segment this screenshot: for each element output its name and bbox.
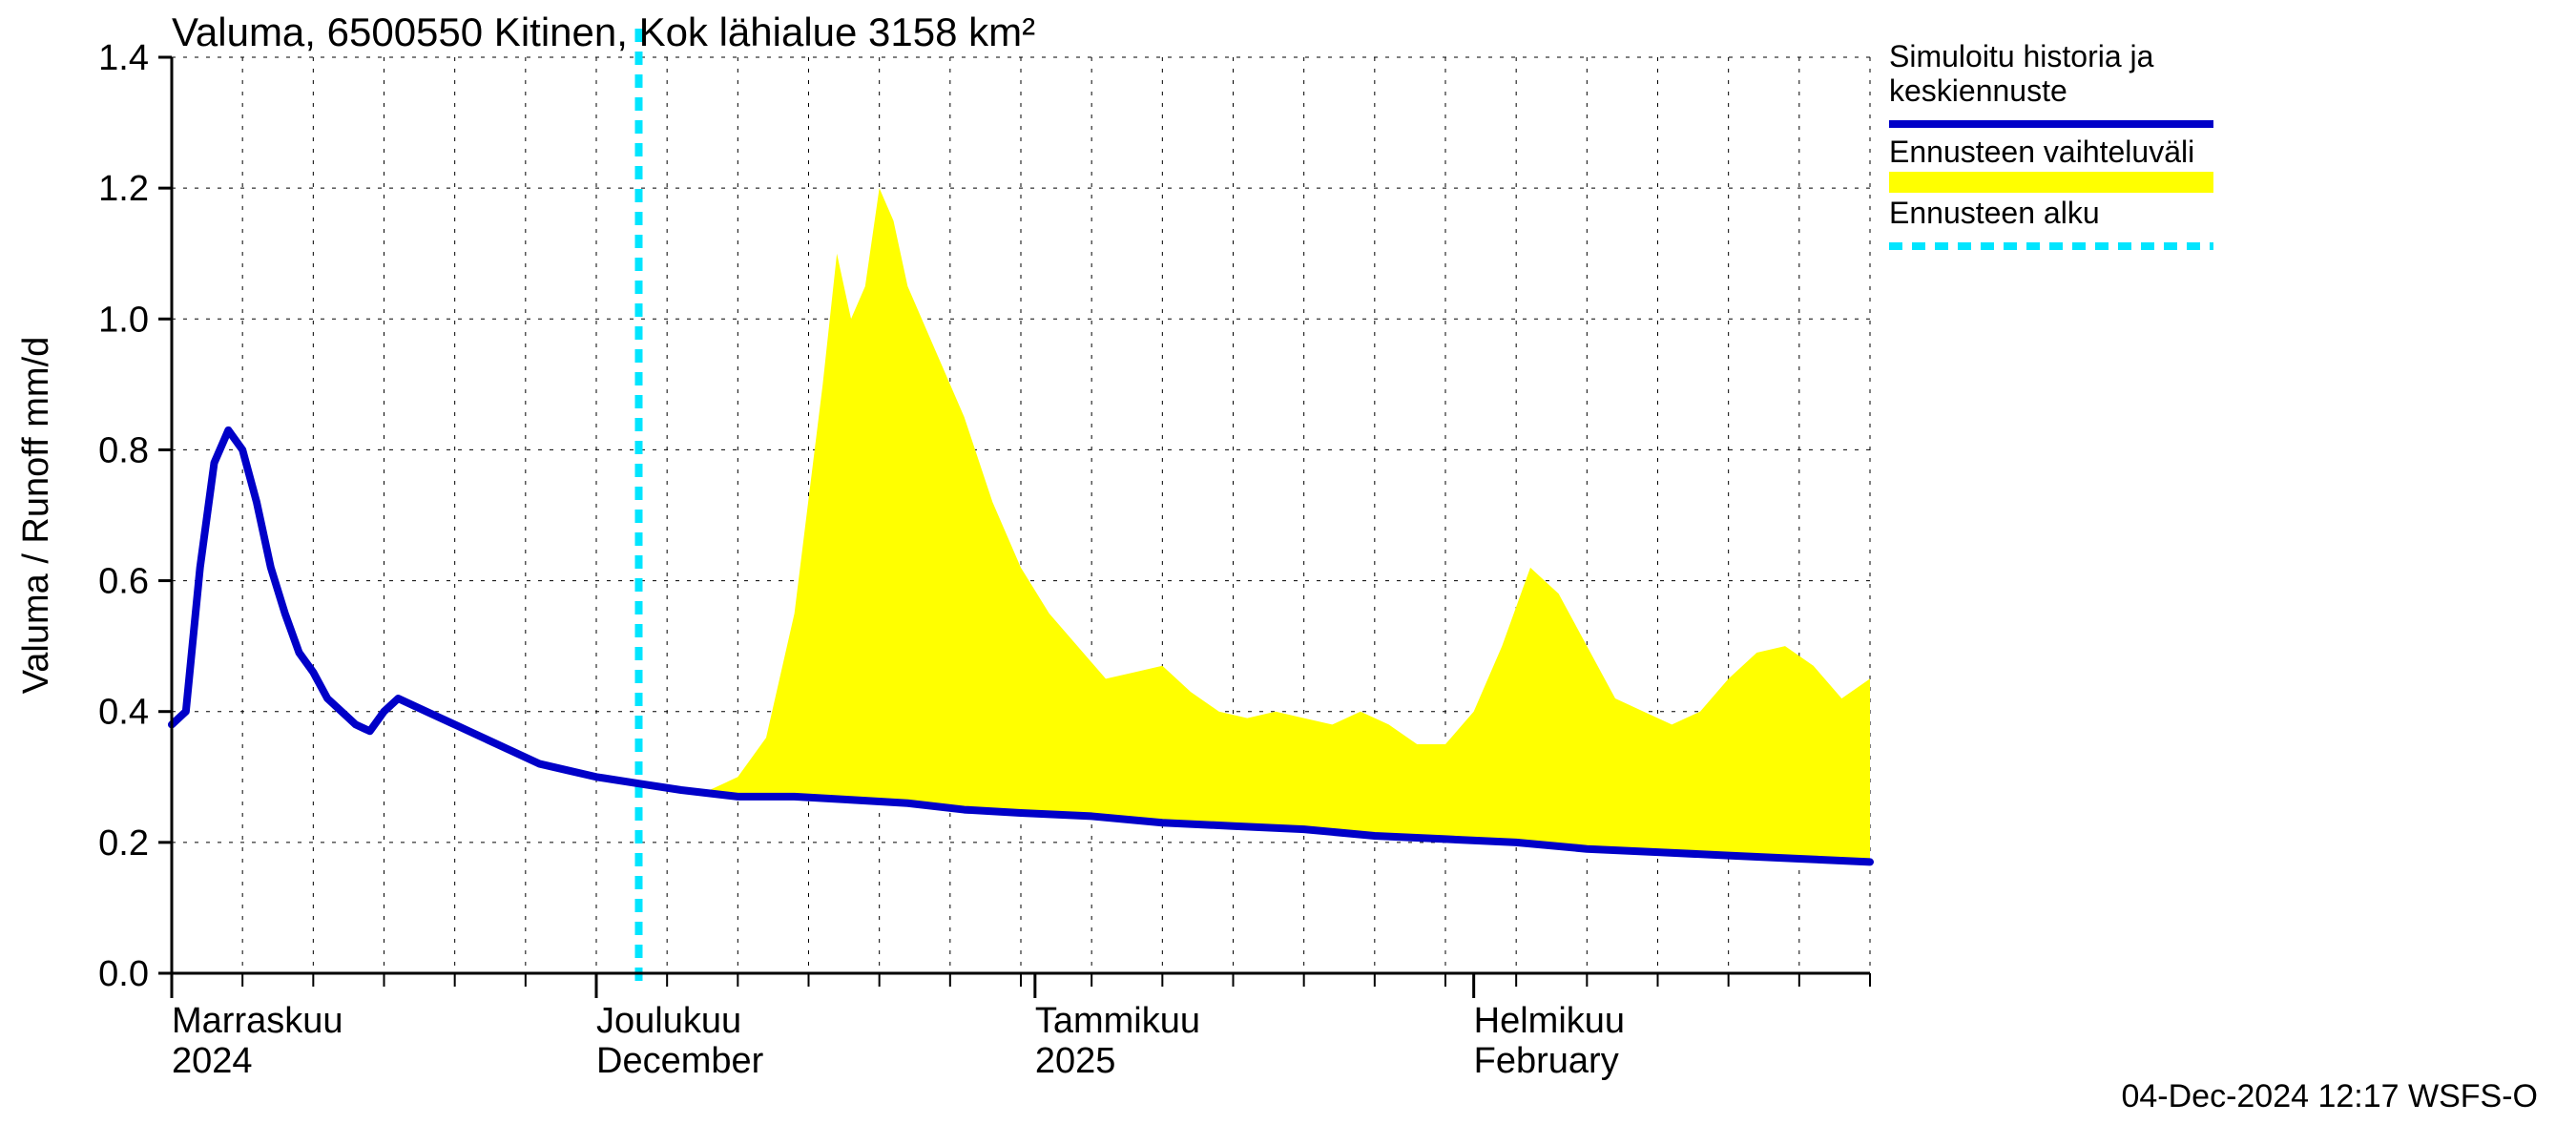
- svg-text:0.2: 0.2: [98, 823, 149, 864]
- svg-text:0.4: 0.4: [98, 693, 149, 733]
- x-month-label: Tammikuu: [1035, 1001, 1200, 1041]
- x-month-sublabel: December: [596, 1041, 764, 1081]
- svg-text:1.4: 1.4: [98, 38, 149, 78]
- legend-swatch: [1889, 172, 2213, 193]
- legend-label: keskiennuste: [1889, 73, 2067, 108]
- chart-title: Valuma, 6500550 Kitinen, Kok lähialue 31…: [172, 10, 1035, 54]
- runoff-chart: 0.0 0.2 0.4 0.6 0.8 1.0 1.2 1.4 Marraskuu2024 Jou…: [0, 0, 2576, 1145]
- svg-text:0.8: 0.8: [98, 430, 149, 470]
- x-month-label: Helmikuu: [1474, 1001, 1625, 1041]
- x-month-label: Marraskuu: [172, 1001, 343, 1041]
- svg-text:0.6: 0.6: [98, 562, 149, 602]
- legend-label: Simuloitu historia ja: [1889, 39, 2154, 73]
- y-axis-label: Valuma / Runoff mm/d: [16, 337, 56, 695]
- chart-canvas: 0.0 0.2 0.4 0.6 0.8 1.0 1.2 1.4 Marraskuu2024 Jou…: [0, 0, 2576, 1145]
- x-month-sublabel: 2025: [1035, 1041, 1116, 1081]
- legend-label: Ennusteen alku: [1889, 196, 2100, 230]
- x-month-label: Joulukuu: [596, 1001, 741, 1041]
- x-month-sublabel: February: [1474, 1041, 1619, 1081]
- svg-text:1.2: 1.2: [98, 169, 149, 209]
- svg-text:1.0: 1.0: [98, 300, 149, 340]
- x-month-sublabel: 2024: [172, 1041, 253, 1081]
- chart-footer: 04-Dec-2024 12:17 WSFS-O: [2121, 1078, 2538, 1114]
- svg-text:0.0: 0.0: [98, 954, 149, 994]
- legend-label: Ennusteen vaihteluväli: [1889, 135, 2194, 169]
